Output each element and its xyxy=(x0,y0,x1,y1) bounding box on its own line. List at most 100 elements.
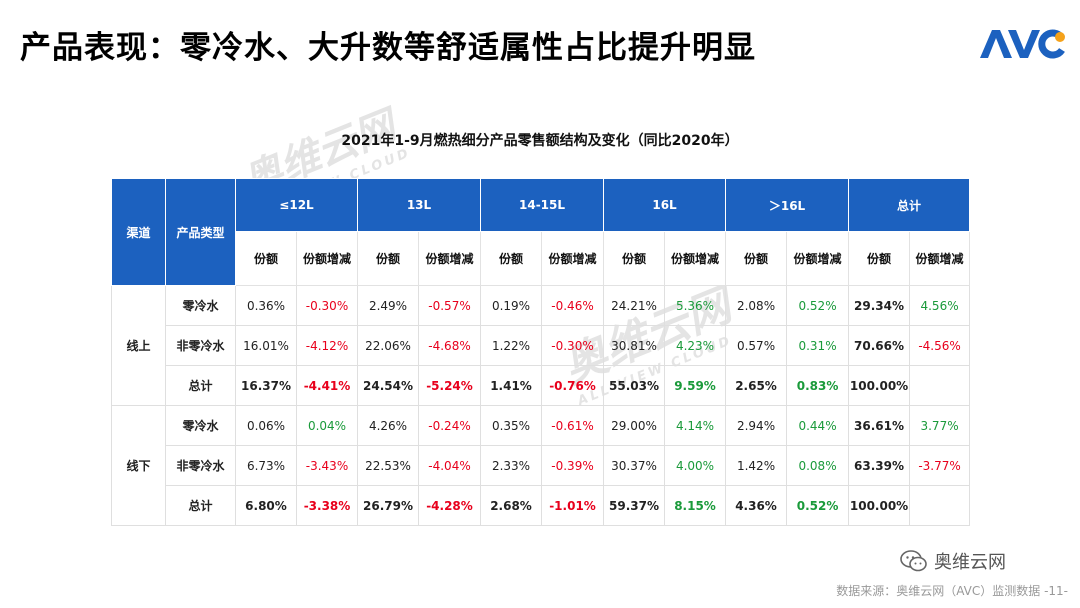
share-cell: 1.42% xyxy=(725,445,788,486)
page-title: 产品表现：零冷水、大升数等舒适属性占比提升明显 xyxy=(20,30,756,66)
share-cell: 100.00% xyxy=(848,365,911,406)
header-share-change: 份额增减 xyxy=(664,231,727,286)
header-share-change: 份额增减 xyxy=(296,231,358,286)
share-change-cell: -4.41% xyxy=(296,365,358,406)
product-type-cell: 非零冷水 xyxy=(165,445,236,486)
footer-source: 数据来源：奥维云网（AVC）监测数据 -11- xyxy=(836,584,1068,598)
share-cell: 16.37% xyxy=(235,365,297,406)
header-share-change: 份额增减 xyxy=(786,231,850,286)
share-change-cell: 0.44% xyxy=(786,405,850,446)
header-share-change: 份额增减 xyxy=(417,231,482,286)
share-cell: 63.39% xyxy=(848,445,911,486)
share-change-cell: -4.04% xyxy=(417,445,482,486)
share-cell: 2.33% xyxy=(480,445,543,486)
share-change-cell: 0.83% xyxy=(786,365,850,406)
share-cell: 0.19% xyxy=(480,285,543,326)
share-cell: 4.26% xyxy=(357,405,419,446)
share-change-cell: -5.24% xyxy=(417,365,482,406)
header-share-change: 份额增减 xyxy=(909,231,971,286)
channel-cell: 线下 xyxy=(111,405,166,526)
share-cell: 2.68% xyxy=(480,485,543,526)
share-change-cell: -3.38% xyxy=(296,485,358,526)
header-group: ＞16L xyxy=(725,178,850,232)
table-row: 非零冷水 6.73% -3.43% 22.53% -4.04% 2.33% -0.39% 30… xyxy=(112,445,971,486)
share-cell: 36.61% xyxy=(848,405,911,446)
header-group: ≤12L xyxy=(235,178,358,232)
table-row: 总计 16.37% -4.41% 24.54% -5.24% 1.41% -0.76% 55.… xyxy=(112,365,971,406)
header-share: 份额 xyxy=(603,231,666,286)
header-group: 13L xyxy=(356,178,482,232)
header-share: 份额 xyxy=(235,231,297,286)
header-group: 总计 xyxy=(848,178,971,232)
share-change-cell: -4.28% xyxy=(417,485,482,526)
share-cell: 100.00% xyxy=(848,485,911,526)
avc-logo xyxy=(980,29,1065,59)
share-cell: 29.00% xyxy=(603,405,666,446)
share-cell: 30.81% xyxy=(603,325,666,366)
share-change-cell: -0.76% xyxy=(541,365,605,406)
share-cell: 0.57% xyxy=(725,325,788,366)
share-cell: 16.01% xyxy=(235,325,297,366)
share-change-cell: -0.39% xyxy=(541,445,605,486)
share-cell: 2.94% xyxy=(725,405,788,446)
table-row: 非零冷水 16.01% -4.12% 22.06% -4.68% 1.22% -0.30% 3… xyxy=(112,325,971,366)
share-cell: 22.06% xyxy=(357,325,419,366)
share-cell: 59.37% xyxy=(603,485,666,526)
share-cell: 55.03% xyxy=(603,365,666,406)
header-share: 份额 xyxy=(480,231,543,286)
share-change-cell: 4.23% xyxy=(664,325,727,366)
header-group: 14-15L xyxy=(480,178,605,232)
share-change-cell: -0.57% xyxy=(417,285,482,326)
share-change-cell: 5.36% xyxy=(664,285,727,326)
share-change-cell: -4.56% xyxy=(909,325,971,366)
share-change-cell: 0.52% xyxy=(786,485,850,526)
product-type-cell: 零冷水 xyxy=(165,405,236,446)
share-change-cell xyxy=(909,485,971,526)
product-type-cell: 总计 xyxy=(165,365,236,406)
share-change-cell: -0.24% xyxy=(417,405,482,446)
share-change-cell: -0.46% xyxy=(541,285,605,326)
share-cell: 2.65% xyxy=(725,365,788,406)
share-cell: 6.73% xyxy=(235,445,297,486)
header-product-type: 产品类型 xyxy=(165,178,236,286)
share-change-cell: -0.30% xyxy=(296,285,358,326)
table-title: 2021年1-9月燃热细分产品零售额结构及变化（同比2020年） xyxy=(341,133,739,149)
channel-cell: 线上 xyxy=(111,285,166,406)
share-cell: 2.49% xyxy=(357,285,419,326)
header-share: 份额 xyxy=(725,231,788,286)
share-cell: 2.08% xyxy=(725,285,788,326)
share-change-cell: -3.77% xyxy=(909,445,971,486)
share-cell: 0.06% xyxy=(235,405,297,446)
share-cell: 1.41% xyxy=(480,365,543,406)
share-change-cell: 9.59% xyxy=(664,365,727,406)
header-share-change: 份额增减 xyxy=(541,231,605,286)
table-row: 线下 零冷水 0.06% 0.04% 4.26% -0.24% 0.35% -0.61% 29.… xyxy=(111,405,971,526)
share-cell: 24.54% xyxy=(357,365,419,406)
table-row: 线上 零冷水 0.36% -0.30% 2.49% -0.57% 0.19% -0.46% 24… xyxy=(111,285,971,406)
share-cell: 30.37% xyxy=(603,445,666,486)
retail-structure-table: 渠道 产品类型 ≤12L 13L 14-15L 16L ＞16L 总计 份额 份… xyxy=(111,178,971,526)
footer-brand: 奥维云网 xyxy=(900,548,1006,574)
share-cell: 6.80% xyxy=(235,485,297,526)
data-table-container: 渠道 产品类型 ≤12L 13L 14-15L 16L ＞16L 总计 份额 份… xyxy=(111,178,971,526)
share-cell: 24.21% xyxy=(603,285,666,326)
product-type-cell: 非零冷水 xyxy=(165,325,236,366)
share-cell: 0.35% xyxy=(480,405,543,446)
share-cell: 1.22% xyxy=(480,325,543,366)
share-change-cell: 0.04% xyxy=(296,405,358,446)
share-change-cell: 4.00% xyxy=(664,445,727,486)
share-cell: 29.34% xyxy=(848,285,911,326)
share-cell: 26.79% xyxy=(357,485,419,526)
product-type-cell: 零冷水 xyxy=(165,285,236,326)
share-change-cell: -3.43% xyxy=(296,445,358,486)
table-row: 总计 6.80% -3.38% 26.79% -4.28% 2.68% -1.01% 59.3… xyxy=(112,485,971,526)
share-change-cell: -4.12% xyxy=(296,325,358,366)
share-cell: 70.66% xyxy=(848,325,911,366)
header-share: 份额 xyxy=(357,231,419,286)
header-group: 16L xyxy=(603,178,727,232)
product-type-cell: 总计 xyxy=(165,485,236,526)
share-cell: 4.36% xyxy=(725,485,788,526)
share-change-cell: -0.30% xyxy=(541,325,605,366)
share-change-cell: -1.01% xyxy=(541,485,605,526)
header-channel: 渠道 xyxy=(111,178,166,286)
